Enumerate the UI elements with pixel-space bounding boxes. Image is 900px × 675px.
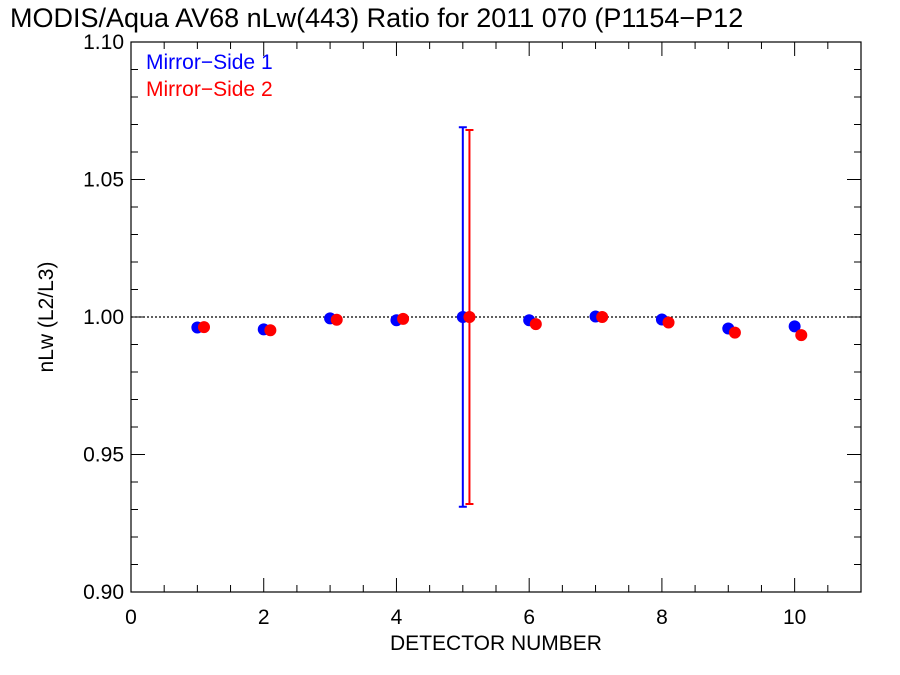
x-tick-label: 10 [783, 606, 806, 629]
major-ticks [130, 41, 861, 593]
point-series-2 [264, 324, 277, 337]
y-tick-label: 0.95 [83, 444, 124, 467]
y-tick-label: 0.90 [83, 581, 124, 604]
y-axis-label: nLw (L2/L3) [35, 262, 58, 373]
legend-mirror-side-2: Mirror−Side 2 [146, 78, 273, 101]
x-tick-label: 6 [523, 606, 535, 629]
minor-ticks [131, 42, 862, 592]
point-series-2 [463, 311, 476, 323]
data-points [191, 310, 808, 342]
y-tick-label: 1.05 [83, 169, 124, 192]
point-series-2 [662, 316, 675, 329]
point-series-1 [788, 320, 801, 333]
y-tick-label: 1.10 [83, 31, 124, 54]
point-series-2 [330, 313, 343, 326]
x-axis-label: DETECTOR NUMBER [390, 632, 602, 655]
point-series-2 [728, 326, 741, 339]
point-series-2 [529, 318, 542, 331]
chart-title: MODIS/Aqua AV68 nLw(443) Ratio for 2011 … [10, 3, 743, 33]
x-tick-label: 0 [125, 606, 137, 629]
point-series-2 [397, 312, 410, 325]
y-tick-labels: 0.90 0.95 1.00 1.05 1.10 [83, 31, 124, 604]
x-tick-label: 4 [391, 606, 403, 629]
point-series-2 [198, 321, 210, 334]
point-series-2 [795, 329, 808, 342]
y-tick-label: 1.00 [83, 306, 124, 329]
point-series-2 [596, 311, 609, 323]
x-tick-labels: 0 2 4 6 8 10 [125, 606, 806, 629]
x-tick-label: 2 [258, 606, 270, 629]
x-tick-label: 8 [656, 606, 668, 629]
legend-mirror-side-1: Mirror−Side 1 [146, 51, 273, 74]
